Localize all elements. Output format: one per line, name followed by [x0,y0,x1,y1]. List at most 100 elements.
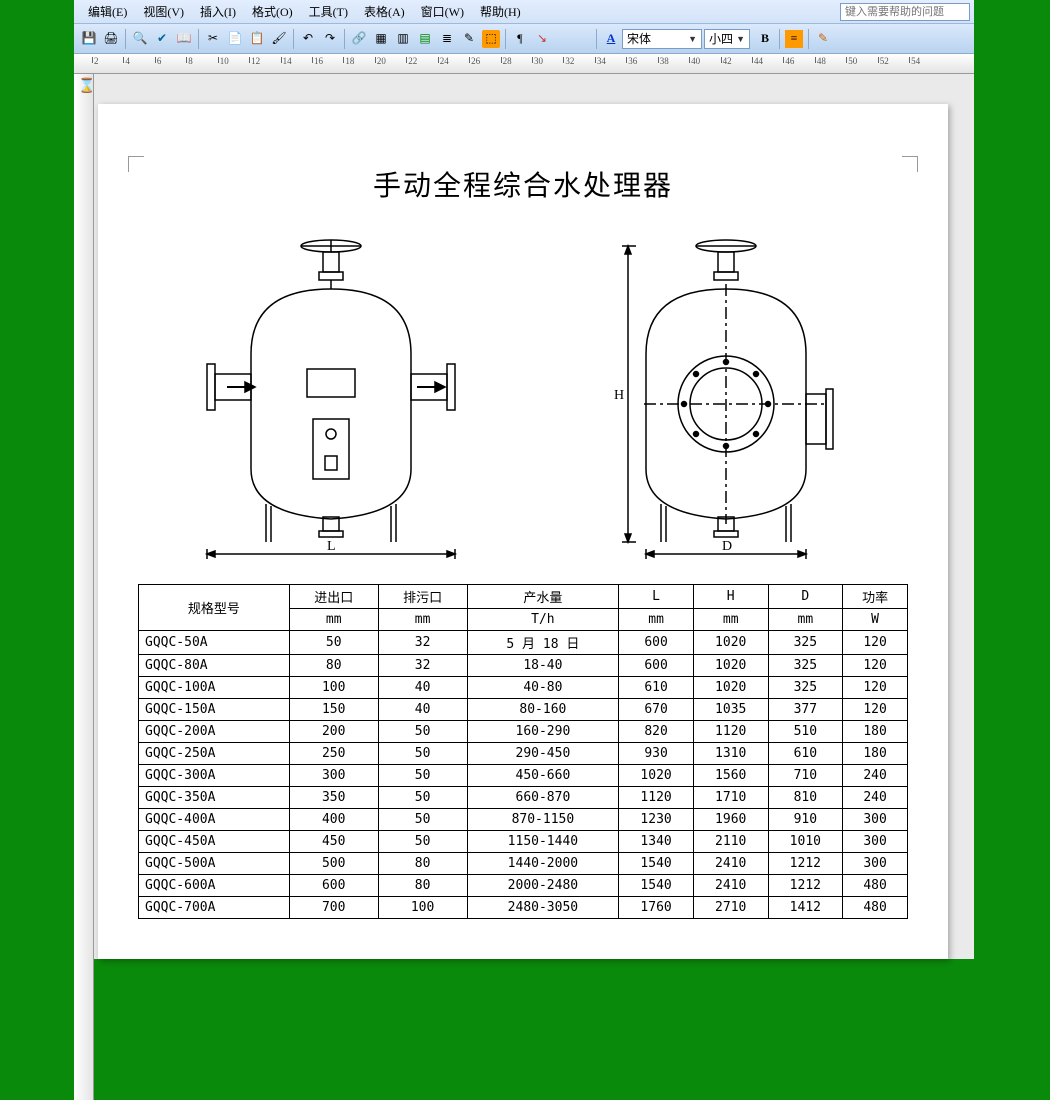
ruler-tick: 42 [723,56,732,66]
align-justify-icon[interactable]: ≡ [785,30,803,48]
undo-icon[interactable]: ↶ [299,30,317,48]
ruler-tick: 48 [817,56,826,66]
drawing-icon[interactable]: ✎ [460,30,478,48]
table-cell: GQQC-400A [139,809,290,831]
table-cell: 300 [843,831,908,853]
table-cell: 820 [619,721,694,743]
table-cell: 50 [378,809,467,831]
diagram-front-view: L [171,234,491,564]
table-cell: 1960 [693,809,768,831]
table-cell: 1010 [768,831,843,853]
table-row: GQQC-100A1004040-806101020325120 [139,677,908,699]
research-icon[interactable]: 📖 [175,30,193,48]
font-name-value: 宋体 [627,30,651,47]
table-cell: 50 [378,831,467,853]
format-painter-icon[interactable]: 🖌 [270,30,288,48]
table-cell: 610 [619,677,694,699]
ruler-tick: 44 [754,56,763,66]
table-cell: 1540 [619,875,694,897]
table-cell: GQQC-200A [139,721,290,743]
table-cell: 80 [289,655,378,677]
table-cell: 870-1150 [467,809,619,831]
table-cell: 32 [378,631,467,655]
ruler-tick: 6 [157,56,162,66]
table-cell: 50 [378,743,467,765]
table-cell: 100 [289,677,378,699]
menu-format[interactable]: 格式(O) [246,1,299,22]
table-cell: 610 [768,743,843,765]
menu-tools[interactable]: 工具(T) [303,1,354,22]
cut-icon[interactable]: ✂ [204,30,222,48]
table-cell: 910 [768,809,843,831]
menu-window[interactable]: 窗口(W) [415,1,470,22]
spec-table: 规格型号 进出口 排污口 产水量 L H D 功率 mm mm T/h mm m… [138,584,908,919]
table-cell: 120 [843,677,908,699]
document-area: 手动全程综合水处理器 [94,74,974,959]
table-cell: 1412 [768,897,843,919]
menu-insert[interactable]: 插入(I) [194,1,242,22]
table-row: GQQC-300A30050450-66010201560710240 [139,765,908,787]
ruler-tick: 4 [125,56,130,66]
redo-icon[interactable]: ↷ [321,30,339,48]
dim-label-D: D [722,539,732,554]
page-title: 手动全程综合水处理器 [138,164,908,204]
font-name-dropdown[interactable]: 宋体 ▼ [622,29,702,49]
tables-borders-icon[interactable]: ▦ [372,30,390,48]
horizontal-ruler: 2468101214161820222426283032343638404244… [74,54,974,74]
table-cell: 2410 [693,853,768,875]
zoom-icon[interactable]: ↘ [533,30,551,48]
print-preview-icon[interactable]: 🔍 [131,30,149,48]
dim-label-L: L [327,539,336,554]
table-cell: 300 [843,809,908,831]
table-cell: 100 [378,897,467,919]
table-cell: GQQC-300A [139,765,290,787]
table-cell: 1560 [693,765,768,787]
help-search-input[interactable] [840,3,970,21]
save-icon[interactable]: 💾 [80,30,98,48]
menubar: 编辑(E) 视图(V) 插入(I) 格式(O) 工具(T) 表格(A) 窗口(W… [74,0,974,24]
table-cell: 1020 [619,765,694,787]
excel-icon[interactable]: ▤ [416,30,434,48]
table-row: GQQC-80A803218-406001020325120 [139,655,908,677]
table-cell: 50 [378,787,467,809]
table-cell: 1020 [693,677,768,699]
ruler-tick: 26 [471,56,480,66]
columns-icon[interactable]: ≣ [438,30,456,48]
doc-map-icon[interactable]: ⬚ [482,30,500,48]
menu-edit[interactable]: 编辑(E) [82,1,133,22]
insert-table-icon[interactable]: ▥ [394,30,412,48]
spellcheck-icon[interactable]: ✔ [153,30,171,48]
menu-view[interactable]: 视图(V) [137,1,190,22]
table-cell: 510 [768,721,843,743]
table-cell: 600 [619,655,694,677]
table-cell: 150 [289,699,378,721]
table-cell: GQQC-250A [139,743,290,765]
ruler-tick: 52 [880,56,889,66]
print-icon[interactable]: 🖨 [102,30,120,48]
ruler-tick: 38 [660,56,669,66]
menu-help[interactable]: 帮助(H) [474,1,527,22]
table-cell: 240 [843,787,908,809]
table-cell: 1212 [768,853,843,875]
table-row: GQQC-500A500801440-2000154024101212300 [139,853,908,875]
hyperlink-icon[interactable]: 🔗 [350,30,368,48]
show-marks-icon[interactable]: ¶ [511,30,529,48]
table-cell: 160-290 [467,721,619,743]
copy-icon[interactable]: 📄 [226,30,244,48]
table-cell: 1340 [619,831,694,853]
menu-table[interactable]: 表格(A) [358,1,411,22]
table-cell: 930 [619,743,694,765]
bold-button[interactable]: B [756,30,774,48]
paste-icon[interactable]: 📋 [248,30,266,48]
table-cell: GQQC-500A [139,853,290,875]
table-cell: 120 [843,699,908,721]
table-cell: 600 [289,875,378,897]
font-style-button[interactable]: A [602,30,620,48]
font-size-dropdown[interactable]: 小四 ▼ [704,29,750,49]
ruler-tick: 28 [503,56,512,66]
chevron-down-icon: ▼ [688,34,697,44]
ruler-tick: 36 [628,56,637,66]
ruler-tick: 18 [345,56,354,66]
table-cell: 50 [289,631,378,655]
highlight-icon[interactable]: ✎ [814,30,832,48]
